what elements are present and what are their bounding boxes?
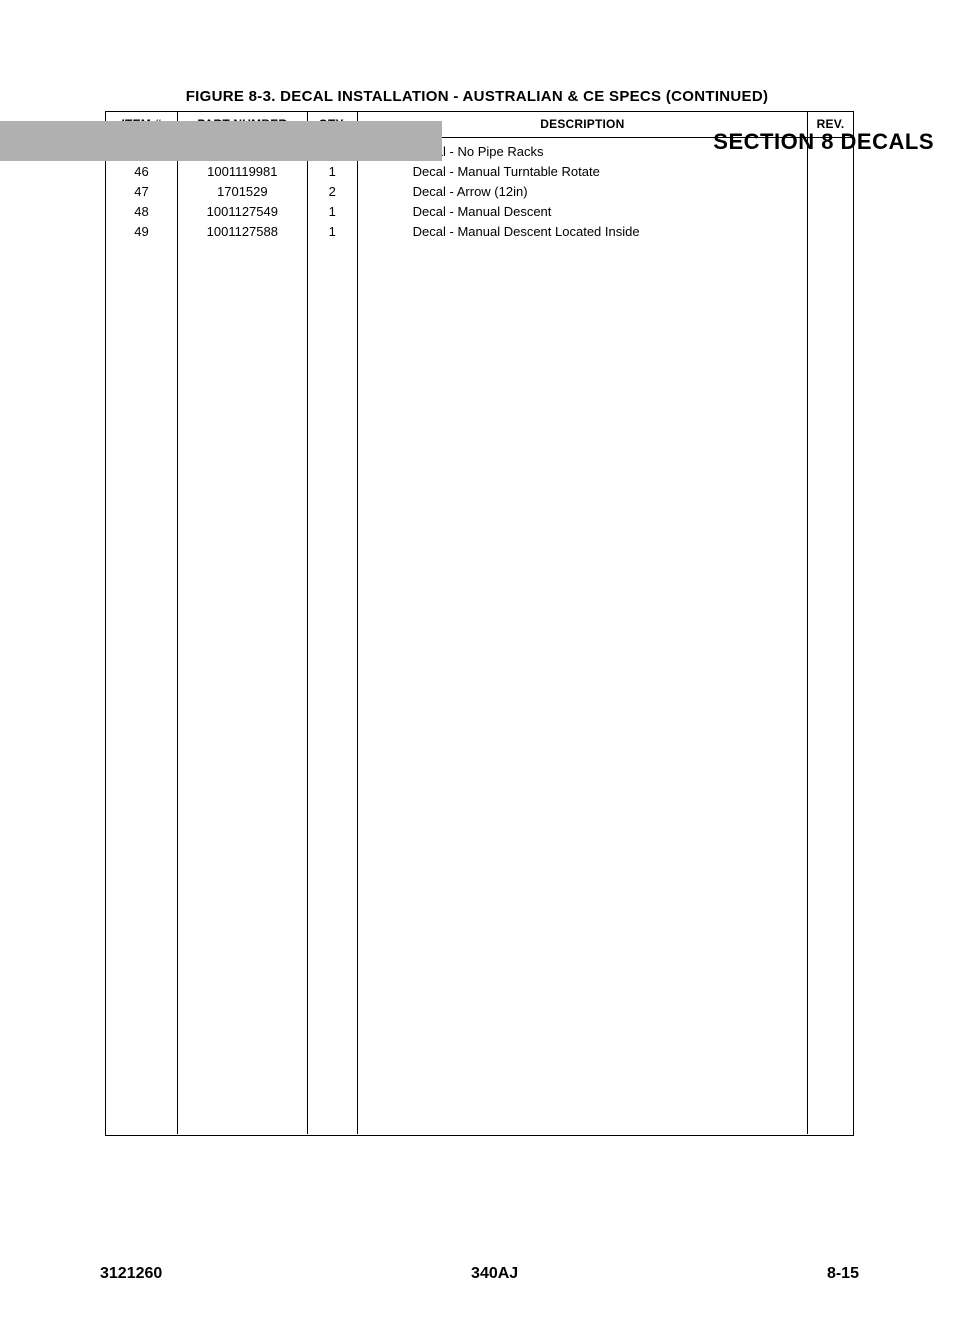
cell-desc: Decal - Arrow (12in) (358, 182, 807, 202)
page-header: SECTION 8 DECALS (0, 121, 954, 161)
cell-part: 1001127549 (178, 202, 307, 222)
cell-qty: 1 (308, 202, 357, 222)
col-part: 1001120002 1001119981 1701529 1001127549… (178, 138, 308, 1134)
cell-rev (808, 222, 853, 242)
page-footer: 3121260 340AJ 8-15 (100, 1265, 859, 1283)
col-qty: 1 1 2 1 1 (308, 138, 358, 1134)
col-rev (808, 138, 853, 1134)
parts-table: ITEM # PART NUMBER QTY. DESCRIPTION REV.… (105, 111, 854, 1136)
cell-desc: Decal - Manual Descent Located Inside (358, 222, 807, 242)
col-item: 45 46 47 48 49 (106, 138, 178, 1134)
col-desc: Decal - No Pipe Racks Decal - Manual Tur… (358, 138, 808, 1134)
cell-rev (808, 162, 853, 182)
cell-desc: Decal - Manual Descent (358, 202, 807, 222)
footer-left: 3121260 (100, 1265, 162, 1283)
header-gray-block (0, 121, 442, 161)
cell-rev (808, 182, 853, 202)
cell-item: 49 (106, 222, 177, 242)
cell-part: 1001127588 (178, 222, 307, 242)
cell-desc: Decal - Manual Turntable Rotate (358, 162, 807, 182)
cell-part: 1701529 (178, 182, 307, 202)
cell-item: 46 (106, 162, 177, 182)
cell-item: 47 (106, 182, 177, 202)
footer-right: 8-15 (827, 1265, 859, 1283)
section-title: SECTION 8 DECALS (442, 121, 954, 161)
cell-qty: 1 (308, 222, 357, 242)
cell-rev (808, 202, 853, 222)
footer-center: 340AJ (471, 1265, 518, 1283)
cell-qty: 2 (308, 182, 357, 202)
figure-title: FIGURE 8-3. DECAL INSTALLATION - AUSTRAL… (0, 88, 954, 105)
cell-qty: 1 (308, 162, 357, 182)
cell-part: 1001119981 (178, 162, 307, 182)
table-body: 45 46 47 48 49 1001120002 1001119981 170… (106, 138, 853, 1134)
cell-item: 48 (106, 202, 177, 222)
